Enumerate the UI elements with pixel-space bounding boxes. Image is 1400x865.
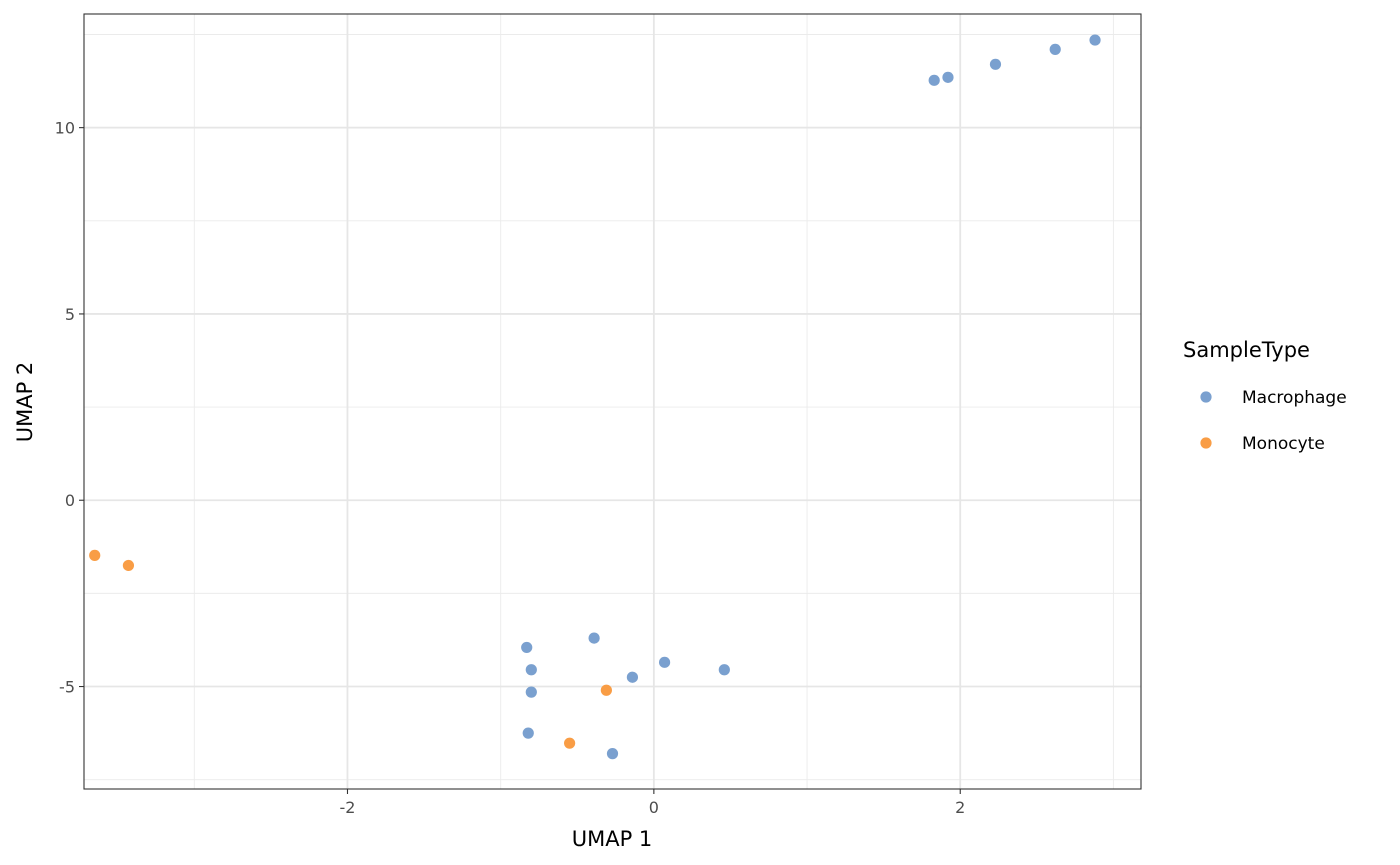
- point-macrophage: [626, 671, 639, 683]
- legend-key-monocyte: [1200, 437, 1212, 449]
- point-macrophage: [525, 686, 537, 698]
- x-axis-title: UMAP 1: [572, 827, 653, 851]
- y-tick-label: 10: [55, 119, 75, 138]
- point-macrophage: [989, 58, 1002, 70]
- y-tick-labels: -5 0 5 10: [55, 119, 75, 697]
- y-tick-label: 0: [65, 491, 75, 510]
- y-tick-label: -5: [59, 678, 75, 697]
- x-tick-label: -2: [340, 798, 356, 817]
- point-macrophage: [942, 71, 954, 83]
- data-points: [89, 34, 1101, 760]
- point-macrophage: [606, 748, 619, 760]
- legend-label-macrophage: Macrophage: [1242, 388, 1347, 408]
- point-macrophage: [718, 664, 730, 676]
- legend-key-macrophage: [1200, 391, 1212, 403]
- y-tick-label: 5: [65, 305, 75, 324]
- point-monocyte: [600, 684, 612, 696]
- point-monocyte: [122, 559, 135, 572]
- legend-label-monocyte: Monocyte: [1242, 434, 1325, 454]
- x-tick-label: 2: [955, 798, 965, 817]
- minor-grid: [84, 14, 1141, 789]
- point-macrophage: [1089, 34, 1101, 46]
- point-macrophage: [928, 74, 940, 86]
- point-monocyte: [564, 737, 576, 749]
- point-macrophage: [588, 632, 600, 644]
- point-macrophage: [1049, 43, 1061, 55]
- legend: SampleType Macrophage Monocyte: [1183, 338, 1347, 454]
- point-monocyte: [89, 549, 101, 561]
- axis-ticks: [79, 127, 961, 794]
- major-grid: [84, 14, 1141, 789]
- point-macrophage: [525, 664, 537, 676]
- x-tick-label: 0: [649, 798, 659, 817]
- x-tick-labels: -2 0 2: [340, 798, 966, 817]
- point-macrophage: [522, 727, 534, 739]
- y-axis-title: UMAP 2: [13, 362, 37, 443]
- point-macrophage: [658, 656, 671, 668]
- legend-title: SampleType: [1183, 338, 1310, 362]
- point-macrophage: [521, 641, 533, 654]
- panel-border: [83, 13, 1142, 790]
